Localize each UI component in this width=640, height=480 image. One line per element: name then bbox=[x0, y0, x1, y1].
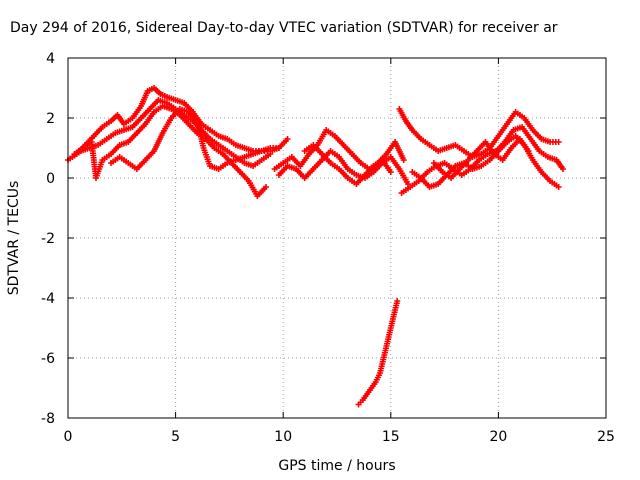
tick-marks bbox=[67, 57, 607, 419]
scatter-point bbox=[387, 169, 394, 175]
y-tick-label: -8 bbox=[41, 411, 55, 427]
x-axis-label: GPS time / hours bbox=[278, 458, 395, 474]
series-track-a bbox=[65, 85, 282, 163]
y-tick-label: -2 bbox=[41, 231, 55, 247]
y-axis-label: SDTVAR / TECUs bbox=[6, 181, 22, 296]
scatter-point bbox=[284, 136, 291, 142]
scatter-marks bbox=[65, 85, 566, 408]
scatter-point bbox=[555, 139, 562, 145]
x-tick-label: 10 bbox=[274, 429, 292, 445]
y-tick-label: 2 bbox=[46, 111, 55, 127]
scatter-point bbox=[525, 148, 532, 154]
x-tick-label: 5 bbox=[171, 429, 180, 445]
y-tick-label: 0 bbox=[46, 171, 55, 187]
series-track-k bbox=[430, 136, 532, 181]
scatter-point bbox=[394, 298, 401, 304]
x-tick-label: 0 bbox=[64, 429, 73, 445]
series-track-d bbox=[108, 106, 291, 172]
x-tick-label: 25 bbox=[597, 429, 615, 445]
scatter-point bbox=[400, 157, 407, 163]
y-tick-label: 4 bbox=[46, 51, 55, 67]
scatter-point bbox=[555, 184, 562, 190]
x-tick-label: 20 bbox=[489, 429, 507, 445]
grid-lines bbox=[68, 58, 606, 418]
chart-title: Day 294 of 2016, Sidereal Day-to-day VTE… bbox=[10, 20, 558, 36]
scatter-point bbox=[262, 184, 269, 190]
y-tick-label: -6 bbox=[41, 351, 55, 367]
x-tick-label: 15 bbox=[382, 429, 400, 445]
series-track-f bbox=[275, 148, 412, 187]
y-tick-label: -4 bbox=[41, 291, 55, 307]
series-track-g bbox=[301, 142, 394, 187]
scatter-point bbox=[559, 166, 566, 172]
y-tick-labels: -8 -6 -4 -2 0 2 4 bbox=[41, 51, 55, 427]
x-tick-labels: 0 5 10 15 20 25 bbox=[64, 429, 615, 445]
series-track-l bbox=[355, 298, 401, 408]
